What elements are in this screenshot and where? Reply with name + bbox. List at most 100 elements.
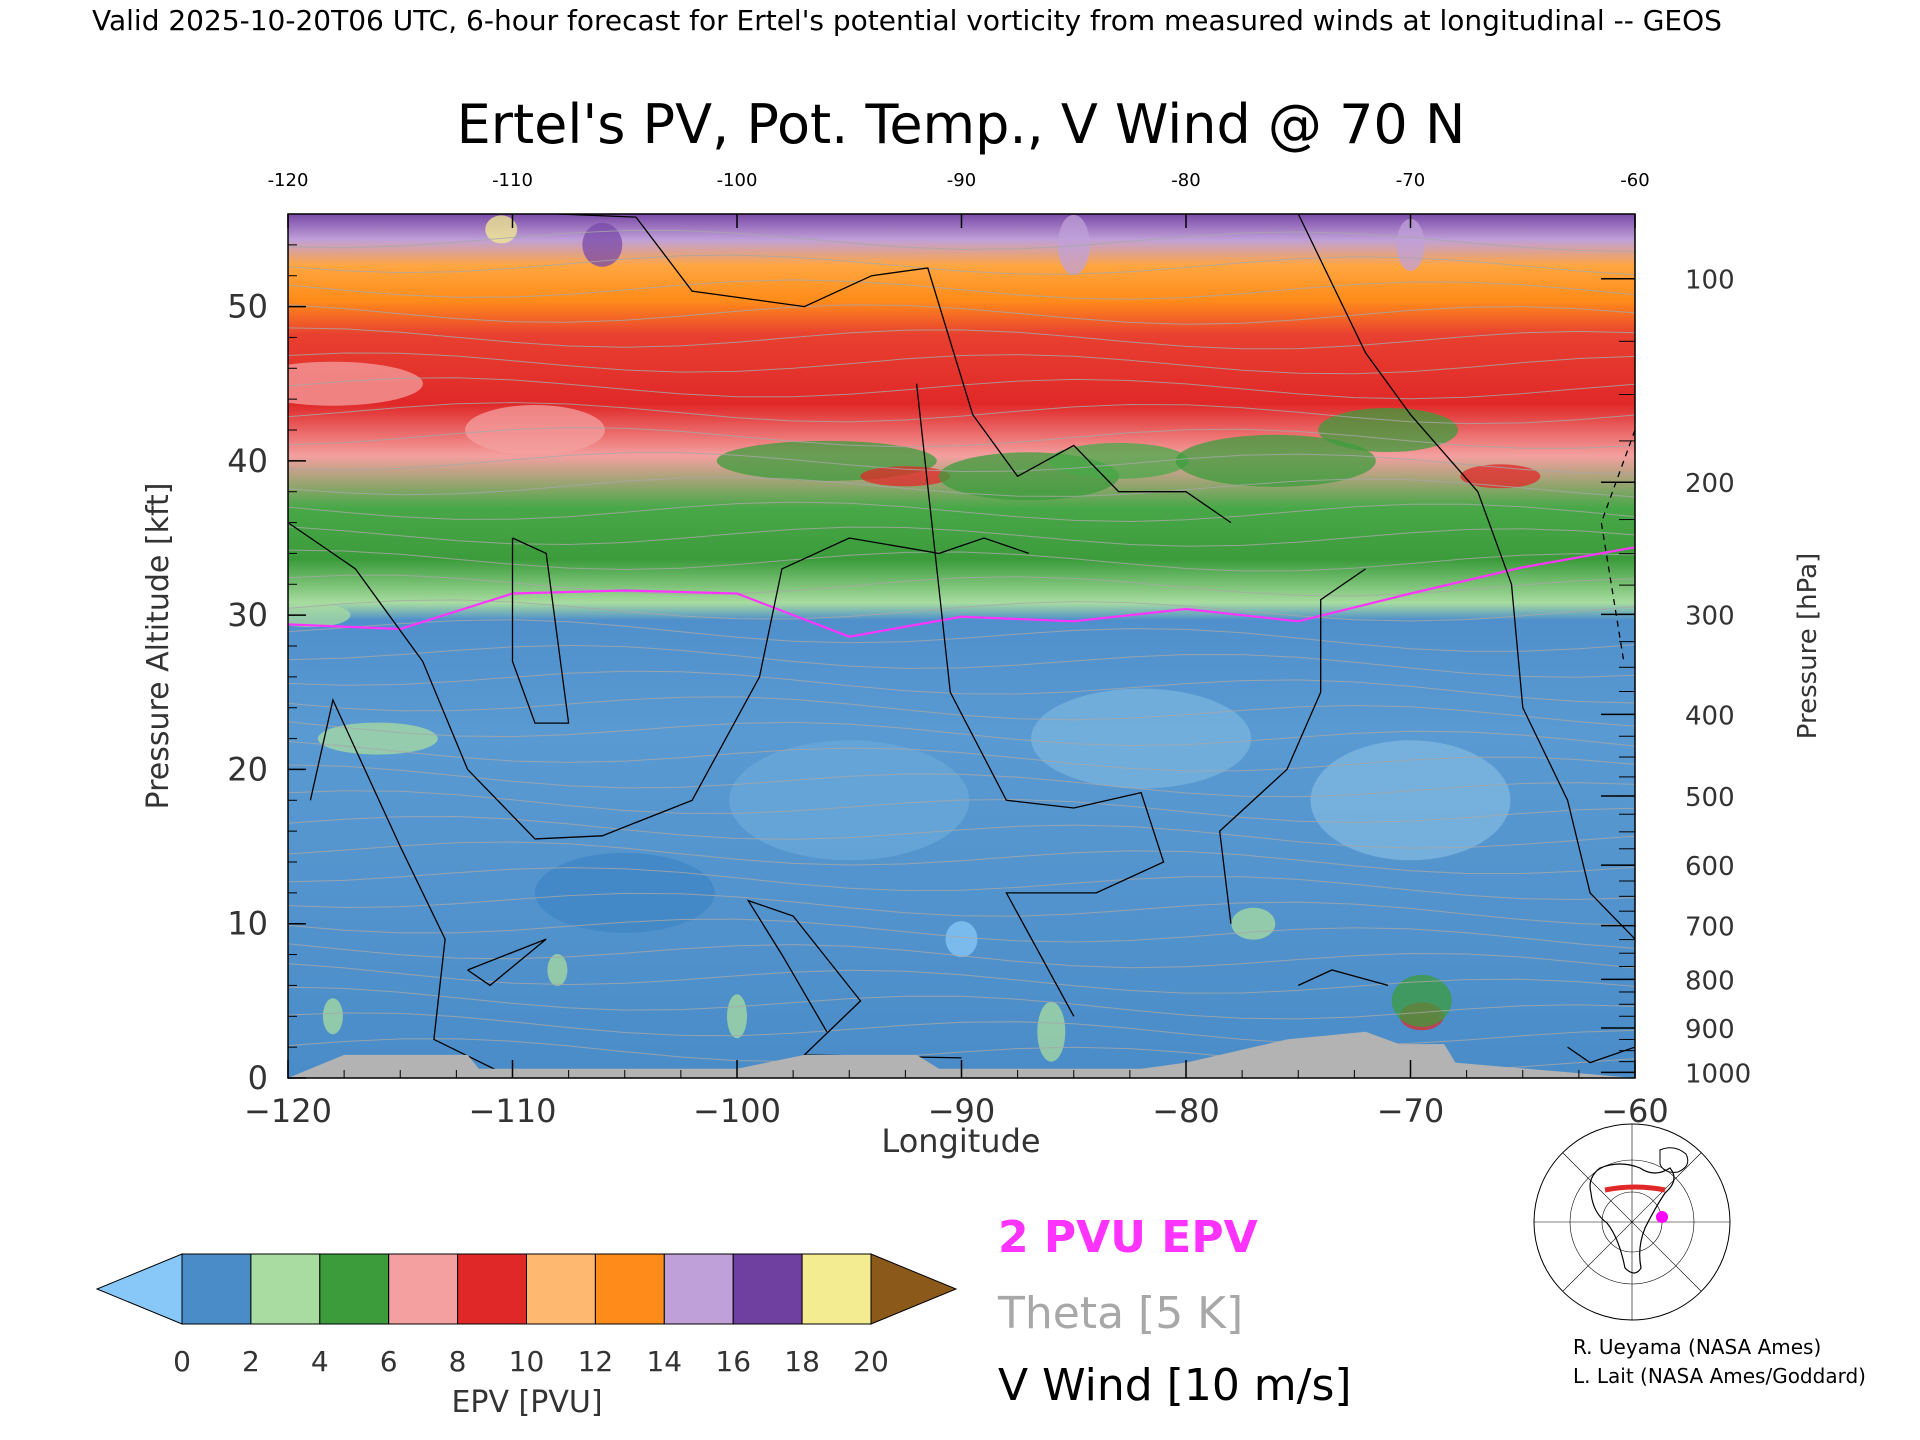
y-axis-left: 0 10 20 30 40 50 <box>227 213 306 1097</box>
epv-patch <box>1318 408 1459 452</box>
credit-1: R. Ueyama (NASA Ames) <box>1573 1335 1821 1359</box>
legend-vwind: V Wind [10 m/s] <box>998 1360 1352 1411</box>
colorbar-tick-label: 18 <box>784 1345 820 1378</box>
epv-patch <box>1175 434 1376 487</box>
y-tick-label: 50 <box>227 288 268 326</box>
colorbar-tick-label: 16 <box>715 1345 751 1378</box>
pressure-tick-label: 300 <box>1685 601 1735 631</box>
theta-contour <box>288 721 1635 747</box>
colorbar-under-arrow <box>95 1253 183 1325</box>
epv-patches <box>288 214 1541 1062</box>
epv-patch <box>322 998 343 1035</box>
y-tick-label: 40 <box>227 442 268 480</box>
legend-theta: Theta [5 K] <box>997 1288 1243 1339</box>
epv-patch <box>582 222 623 267</box>
x-top-tick-label: -100 <box>717 170 758 191</box>
colorbar-over-arrow <box>870 1253 958 1325</box>
pressure-tick-label: 600 <box>1685 852 1735 882</box>
x-axis-label: Longitude <box>881 1122 1040 1160</box>
colorbar-tick-label: 12 <box>578 1345 614 1378</box>
colorbar-segment <box>388 1253 459 1325</box>
pressure-tick-label: 700 <box>1685 913 1735 943</box>
epv-patch <box>485 215 518 244</box>
epv-patch <box>1460 464 1541 489</box>
theta-contour <box>288 401 1635 425</box>
theta-contour <box>288 476 1635 498</box>
colorbar-segment <box>526 1253 596 1325</box>
vwind-contours <box>288 214 1635 1078</box>
epv-patch <box>1057 214 1090 275</box>
vwind-contour <box>511 537 570 724</box>
theta-contour <box>288 741 1635 772</box>
locator-map <box>1533 1123 1731 1321</box>
page-header: Valid 2025-10-20T06 UTC, 6-hour forecast… <box>92 4 1722 37</box>
theta-contour <box>288 279 1635 300</box>
terrain <box>288 1031 1635 1078</box>
colorbar: 0 2 4 6 8 10 12 14 16 18 20 <box>95 1253 958 1378</box>
epv-patch <box>288 361 423 406</box>
vwind-contour <box>1298 969 1389 987</box>
colorbar-tick-label: 10 <box>509 1345 545 1378</box>
theta-contour <box>288 377 1635 400</box>
vwind-contour <box>309 697 513 1078</box>
theta-contour <box>288 254 1635 276</box>
epv-patch <box>464 405 605 455</box>
x-tick-label: −80 <box>1152 1092 1220 1130</box>
epv-patch <box>1037 1001 1066 1062</box>
pressure-tick-label: 1000 <box>1685 1059 1751 1089</box>
pressure-tick-label: 800 <box>1685 966 1735 996</box>
theta-contour <box>288 452 1635 474</box>
y-axis-right: 100 200 300 400 500 600 700 800 900 1000 <box>1601 266 1751 1089</box>
theta-contour <box>288 352 1635 375</box>
y-tick-label: 10 <box>227 905 268 943</box>
chart-title: Ertel's PV, Pot. Temp., V Wind @ 70 N <box>457 93 1466 156</box>
epv-patch <box>547 954 568 986</box>
epv-patch <box>288 603 351 628</box>
vwind-contour <box>557 214 1232 524</box>
x-top-tick-label: -90 <box>947 170 976 191</box>
pressure-tick-label: 400 <box>1685 701 1735 731</box>
vwind-contour <box>915 383 1165 1017</box>
theta-contour <box>288 963 1635 994</box>
colorbar-tick-label: 2 <box>242 1345 260 1378</box>
x-tick-label: −120 <box>244 1092 332 1130</box>
credit-2: L. Lait (NASA Ames/Goddard) <box>1573 1364 1866 1388</box>
theta-contour <box>288 892 1635 926</box>
theta-contour <box>288 841 1635 874</box>
epv-patch <box>729 740 970 861</box>
x-top-tick-label: -60 <box>1620 170 1649 191</box>
colorbar-segment <box>732 1253 803 1325</box>
theta-contour <box>288 327 1635 350</box>
theta-contour <box>288 764 1635 798</box>
x-top-tick-label: -80 <box>1171 170 1200 191</box>
vwind-contour <box>1567 1046 1635 1064</box>
pressure-tick-label: 200 <box>1685 469 1735 499</box>
colorbar-tick-label: 20 <box>853 1345 889 1378</box>
colorbar-segment <box>319 1253 390 1325</box>
x-tick-label: −90 <box>928 1092 996 1130</box>
colorbar-tick-label: 4 <box>311 1345 329 1378</box>
y2-axis-label: Pressure [hPa] <box>1793 553 1823 740</box>
theta-contour <box>288 304 1635 325</box>
epv-patch <box>1231 907 1276 940</box>
vwind-contour <box>288 522 1030 840</box>
colorbar-tick-label: 6 <box>380 1345 398 1378</box>
vwind-contour <box>1297 214 1635 940</box>
colorbar-segment <box>250 1253 321 1325</box>
pressure-tick-label: 100 <box>1685 266 1735 296</box>
colorbar-segment <box>594 1253 665 1325</box>
vwind-contour-negative <box>1600 429 1635 662</box>
colorbar-segment <box>663 1253 734 1325</box>
epv-patch <box>1310 740 1511 861</box>
theta-contour <box>288 790 1635 824</box>
theta-contour <box>288 943 1635 969</box>
epv-patch <box>534 852 715 933</box>
theta-contour <box>288 230 1635 252</box>
epv-patch <box>1031 688 1252 789</box>
epv-patch <box>945 921 978 958</box>
theta-contour <box>288 918 1635 949</box>
x-top-tick-label: -120 <box>268 170 309 191</box>
y-tick-label: 20 <box>227 750 268 788</box>
y-axis-label: Pressure Altitude [kft] <box>141 483 176 810</box>
